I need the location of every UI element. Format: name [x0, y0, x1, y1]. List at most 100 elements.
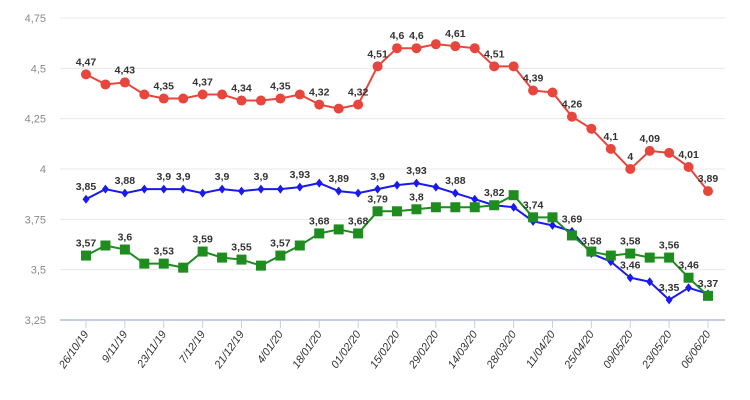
data-label: 4 [627, 151, 633, 163]
data-point [586, 246, 597, 257]
data-point [178, 262, 189, 273]
data-point [81, 69, 91, 80]
x-tick-label: 09/05/20 [601, 328, 636, 371]
data-label: 3,57 [76, 238, 97, 250]
data-point [255, 260, 266, 271]
data-label: 3,53 [154, 246, 175, 258]
data-point [121, 188, 129, 198]
data-point [199, 188, 207, 198]
data-label: 3,68 [309, 215, 330, 227]
data-label: 3,58 [620, 236, 641, 248]
data-point [119, 77, 130, 88]
data-point [275, 93, 286, 104]
data-point [586, 123, 597, 134]
series-line-2 [85, 182, 709, 302]
data-label: 3,85 [76, 181, 97, 193]
data-point [392, 206, 402, 217]
data-point [625, 248, 636, 259]
data-point [664, 147, 675, 158]
data-point [683, 161, 694, 172]
y-tick-label: 4,25 [25, 114, 46, 126]
data-label: 3,9 [215, 171, 230, 183]
data-label: 3,58 [581, 236, 602, 248]
data-label: 3,56 [659, 240, 680, 252]
data-label: 3,57 [270, 238, 291, 250]
data-label: 4,61 [445, 28, 466, 40]
data-point [257, 184, 265, 194]
data-point [255, 95, 266, 106]
y-tick-label: 4 [40, 164, 46, 176]
x-tick-label: 11/04/20 [524, 328, 558, 370]
data-point [217, 252, 228, 263]
data-point [430, 39, 441, 50]
data-point [374, 184, 382, 194]
data-point [82, 194, 90, 204]
data-point [140, 184, 148, 194]
data-label: 3,88 [115, 175, 136, 187]
data-point [296, 182, 304, 192]
data-point [333, 103, 344, 114]
data-point [197, 246, 208, 257]
y-tick-label: 4,5 [31, 63, 46, 75]
data-point [625, 164, 636, 174]
x-tick-label: 23/05/20 [640, 328, 675, 371]
data-point [489, 200, 500, 211]
data-label: 3,55 [231, 242, 252, 254]
data-point [119, 244, 130, 255]
y-tick-label: 3,25 [25, 315, 46, 327]
data-point [469, 43, 480, 54]
x-axis: 26/10/19 9/11/19 23/11/19 7/12/19 21/12/19 4/… [56, 320, 714, 372]
data-point [392, 43, 402, 54]
data-point [566, 230, 577, 241]
data-point [508, 61, 519, 72]
data-point [197, 89, 208, 100]
data-label: 3,46 [678, 260, 699, 272]
data-point [314, 228, 325, 239]
data-point [353, 99, 364, 110]
data-point [100, 79, 111, 90]
data-point [238, 186, 245, 196]
data-label: 3,9 [370, 171, 385, 183]
data-label: 3,9 [254, 171, 269, 183]
data-point [605, 143, 616, 154]
data-label: 4,35 [270, 81, 291, 93]
data-label: 4,43 [115, 64, 136, 76]
data-point [179, 184, 187, 194]
data-point [81, 250, 91, 261]
data-label: 3,79 [367, 193, 388, 205]
data-point [217, 89, 228, 100]
data-point [605, 250, 616, 261]
data-label: 3,69 [562, 213, 583, 225]
gridlines [60, 17, 725, 321]
data-label: 3,6 [118, 232, 133, 244]
data-point [685, 283, 693, 293]
data-point [450, 202, 461, 213]
data-point [294, 89, 305, 100]
data-label: 4,6 [390, 30, 405, 42]
data-point [314, 99, 325, 110]
data-label: 3,9 [176, 171, 191, 183]
data-point [333, 224, 344, 235]
data-point [236, 254, 247, 265]
data-point [411, 43, 422, 54]
data-label: 4,32 [348, 87, 369, 99]
x-tick-label: 21/12/19 [212, 329, 247, 372]
data-label: 3,74 [523, 199, 544, 211]
data-point [549, 220, 556, 230]
data-point [547, 87, 558, 98]
data-point [158, 258, 169, 269]
data-label: 3,35 [659, 282, 680, 294]
data-point [451, 188, 459, 198]
data-label: 3,9 [156, 171, 171, 183]
data-label: 3,89 [328, 173, 349, 185]
data-label: 4,6 [409, 30, 424, 42]
data-point [335, 186, 343, 196]
x-tick-label: 23/11/19 [135, 329, 170, 371]
data-label: 3,82 [484, 187, 505, 199]
data-point [644, 252, 655, 263]
data-point [411, 204, 422, 215]
x-tick-label: 28/03/20 [484, 328, 519, 371]
data-point [566, 111, 577, 122]
y-tick-label: 4,75 [25, 13, 46, 25]
